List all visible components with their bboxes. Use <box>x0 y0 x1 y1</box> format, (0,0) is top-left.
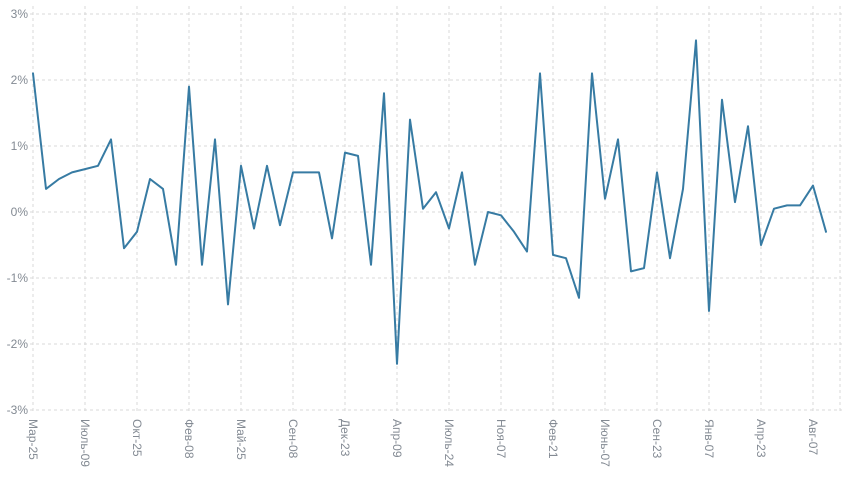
y-tick-label: -2% <box>7 337 29 351</box>
x-tick-label: Сен-08 <box>286 419 300 459</box>
y-tick-label: -1% <box>7 271 29 285</box>
x-tick-label: Окт-25 <box>130 419 144 457</box>
x-tick-label: Дек-23 <box>338 419 352 457</box>
y-tick-label: 2% <box>11 73 29 87</box>
x-tick-label: Апр-23 <box>754 419 768 458</box>
x-tick-label: Июль-24 <box>442 419 456 467</box>
x-tick-label: Июль-09 <box>78 419 92 467</box>
y-tick-label: 0% <box>11 205 29 219</box>
x-tick-label: Фев-08 <box>182 419 196 459</box>
x-tick-label: Авг-07 <box>806 419 820 455</box>
y-tick-label: 3% <box>11 7 29 21</box>
x-tick-label: Мар-25 <box>26 419 40 460</box>
x-tick-label: Фев-21 <box>546 419 560 459</box>
x-tick-label: Ноя-07 <box>494 419 508 459</box>
data-series-line <box>32 39 827 365</box>
x-tick-label: Май-25 <box>234 419 248 460</box>
y-tick-label: -3% <box>7 403 29 417</box>
x-tick-label: Апр-09 <box>390 419 404 458</box>
y-tick-label: 1% <box>11 139 29 153</box>
x-tick-label: Сен-23 <box>650 419 664 459</box>
x-tick-label: Июнь-07 <box>598 419 612 467</box>
x-tick-label: Янв-07 <box>702 419 716 458</box>
